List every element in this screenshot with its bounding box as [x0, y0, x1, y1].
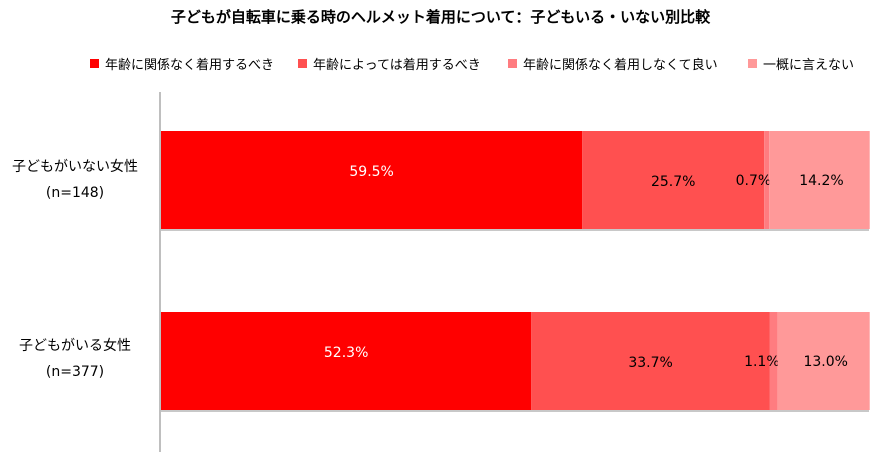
legend-item: 一概に言えない — [748, 54, 854, 73]
data-label: 25.7% — [651, 174, 695, 190]
bar-segment — [582, 131, 765, 229]
category-n: (n=148) — [45, 185, 105, 201]
legend-swatch — [298, 59, 307, 68]
bar-segment — [161, 312, 532, 410]
bar-segment — [161, 131, 583, 229]
legend-item: 年齢に関係なく着用するべき — [90, 54, 274, 73]
bar-segment — [777, 312, 870, 410]
bar-segment — [769, 131, 870, 229]
data-label: 52.3% — [324, 345, 368, 361]
legend-swatch — [90, 59, 99, 68]
bar-segment — [531, 312, 770, 410]
bar-segment — [764, 131, 770, 229]
data-label: 14.2% — [799, 173, 843, 189]
legend-swatch — [748, 59, 757, 68]
legend-swatch — [508, 59, 517, 68]
legend-item: 年齢に関係なく着用しなくて良い — [508, 54, 718, 73]
legend-item: 年齢によっては着用するべき — [298, 54, 481, 73]
category-label-with-children: 子どもがいる女性 (n=377) — [0, 333, 150, 385]
category-name: 子どもがいない女性 — [12, 159, 138, 175]
legend-label: 年齢に関係なく着用しなくて良い — [523, 58, 718, 73]
data-label: 59.5% — [349, 164, 393, 180]
legend: 年齢に関係なく着用するべき 年齢によっては着用するべき 年齢に関係なく着用しなくて良… — [0, 54, 881, 74]
chart-title: 子どもが自転車に乗る時のヘルメット着用について：子どもいる・いない別比較 — [170, 8, 711, 26]
data-label: 13.0% — [803, 354, 847, 370]
legend-label: 年齢に関係なく着用するべき — [105, 58, 275, 73]
category-n: (n=377) — [45, 364, 105, 380]
data-label: 33.7% — [628, 355, 672, 371]
bar-segment — [769, 312, 778, 410]
category-name: 子どもがいる女性 — [19, 338, 131, 354]
legend-label: 年齢によっては着用するべき — [313, 58, 481, 73]
data-label: 1.1% — [744, 354, 780, 370]
legend-label: 一概に言えない — [763, 58, 855, 73]
category-label-no-children: 子どもがいない女性 (n=148) — [0, 154, 150, 206]
data-label: 0.7% — [736, 173, 772, 189]
